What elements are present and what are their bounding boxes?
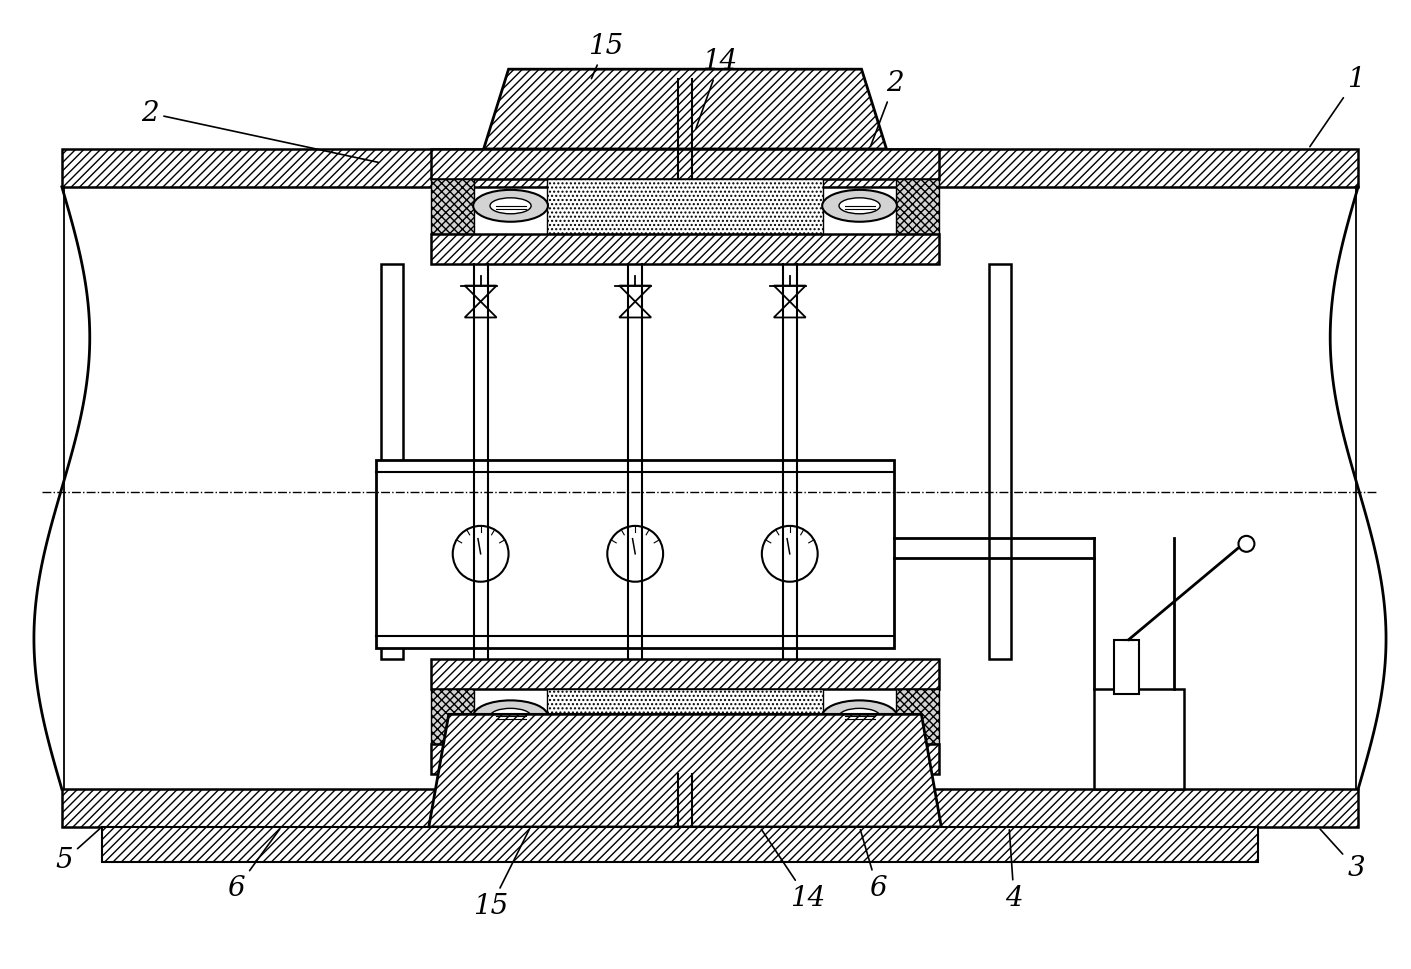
Bar xyxy=(375,460,895,647)
Text: 5: 5 xyxy=(55,828,100,874)
Bar xyxy=(62,789,1359,827)
Ellipse shape xyxy=(490,198,531,214)
Text: 6: 6 xyxy=(861,829,886,902)
Ellipse shape xyxy=(840,708,880,724)
Bar xyxy=(896,179,940,234)
Bar xyxy=(430,149,940,179)
Ellipse shape xyxy=(473,701,547,733)
Bar xyxy=(547,179,823,234)
Text: 14: 14 xyxy=(696,47,738,129)
Bar xyxy=(1113,640,1139,695)
Circle shape xyxy=(453,526,508,581)
Text: 6: 6 xyxy=(227,829,279,902)
Bar xyxy=(381,264,404,660)
Circle shape xyxy=(762,526,818,581)
Polygon shape xyxy=(619,286,650,301)
Bar xyxy=(102,827,1259,861)
Bar xyxy=(1094,689,1184,789)
Circle shape xyxy=(607,526,663,581)
Ellipse shape xyxy=(823,190,897,222)
Bar xyxy=(430,179,474,234)
Text: 15: 15 xyxy=(587,33,622,78)
Text: 2: 2 xyxy=(871,70,903,146)
Bar xyxy=(430,744,940,774)
Polygon shape xyxy=(773,286,806,301)
Ellipse shape xyxy=(823,701,897,733)
Polygon shape xyxy=(429,714,941,827)
Bar xyxy=(430,660,940,689)
Bar xyxy=(430,689,474,744)
Bar xyxy=(896,689,940,744)
Polygon shape xyxy=(464,301,497,318)
Text: 3: 3 xyxy=(1321,829,1364,883)
Text: 4: 4 xyxy=(1005,829,1023,912)
Text: 2: 2 xyxy=(141,100,378,163)
Bar xyxy=(430,234,940,264)
Ellipse shape xyxy=(840,198,880,214)
Text: 1: 1 xyxy=(1309,66,1364,146)
Bar xyxy=(62,149,1359,187)
Polygon shape xyxy=(484,69,886,149)
Circle shape xyxy=(1239,536,1254,551)
Polygon shape xyxy=(619,301,650,318)
Bar xyxy=(989,264,1012,660)
Bar xyxy=(547,689,823,744)
Ellipse shape xyxy=(473,190,547,222)
Polygon shape xyxy=(773,301,806,318)
Text: 15: 15 xyxy=(473,829,529,921)
Ellipse shape xyxy=(490,708,531,724)
Polygon shape xyxy=(464,286,497,301)
Text: 14: 14 xyxy=(762,829,825,912)
